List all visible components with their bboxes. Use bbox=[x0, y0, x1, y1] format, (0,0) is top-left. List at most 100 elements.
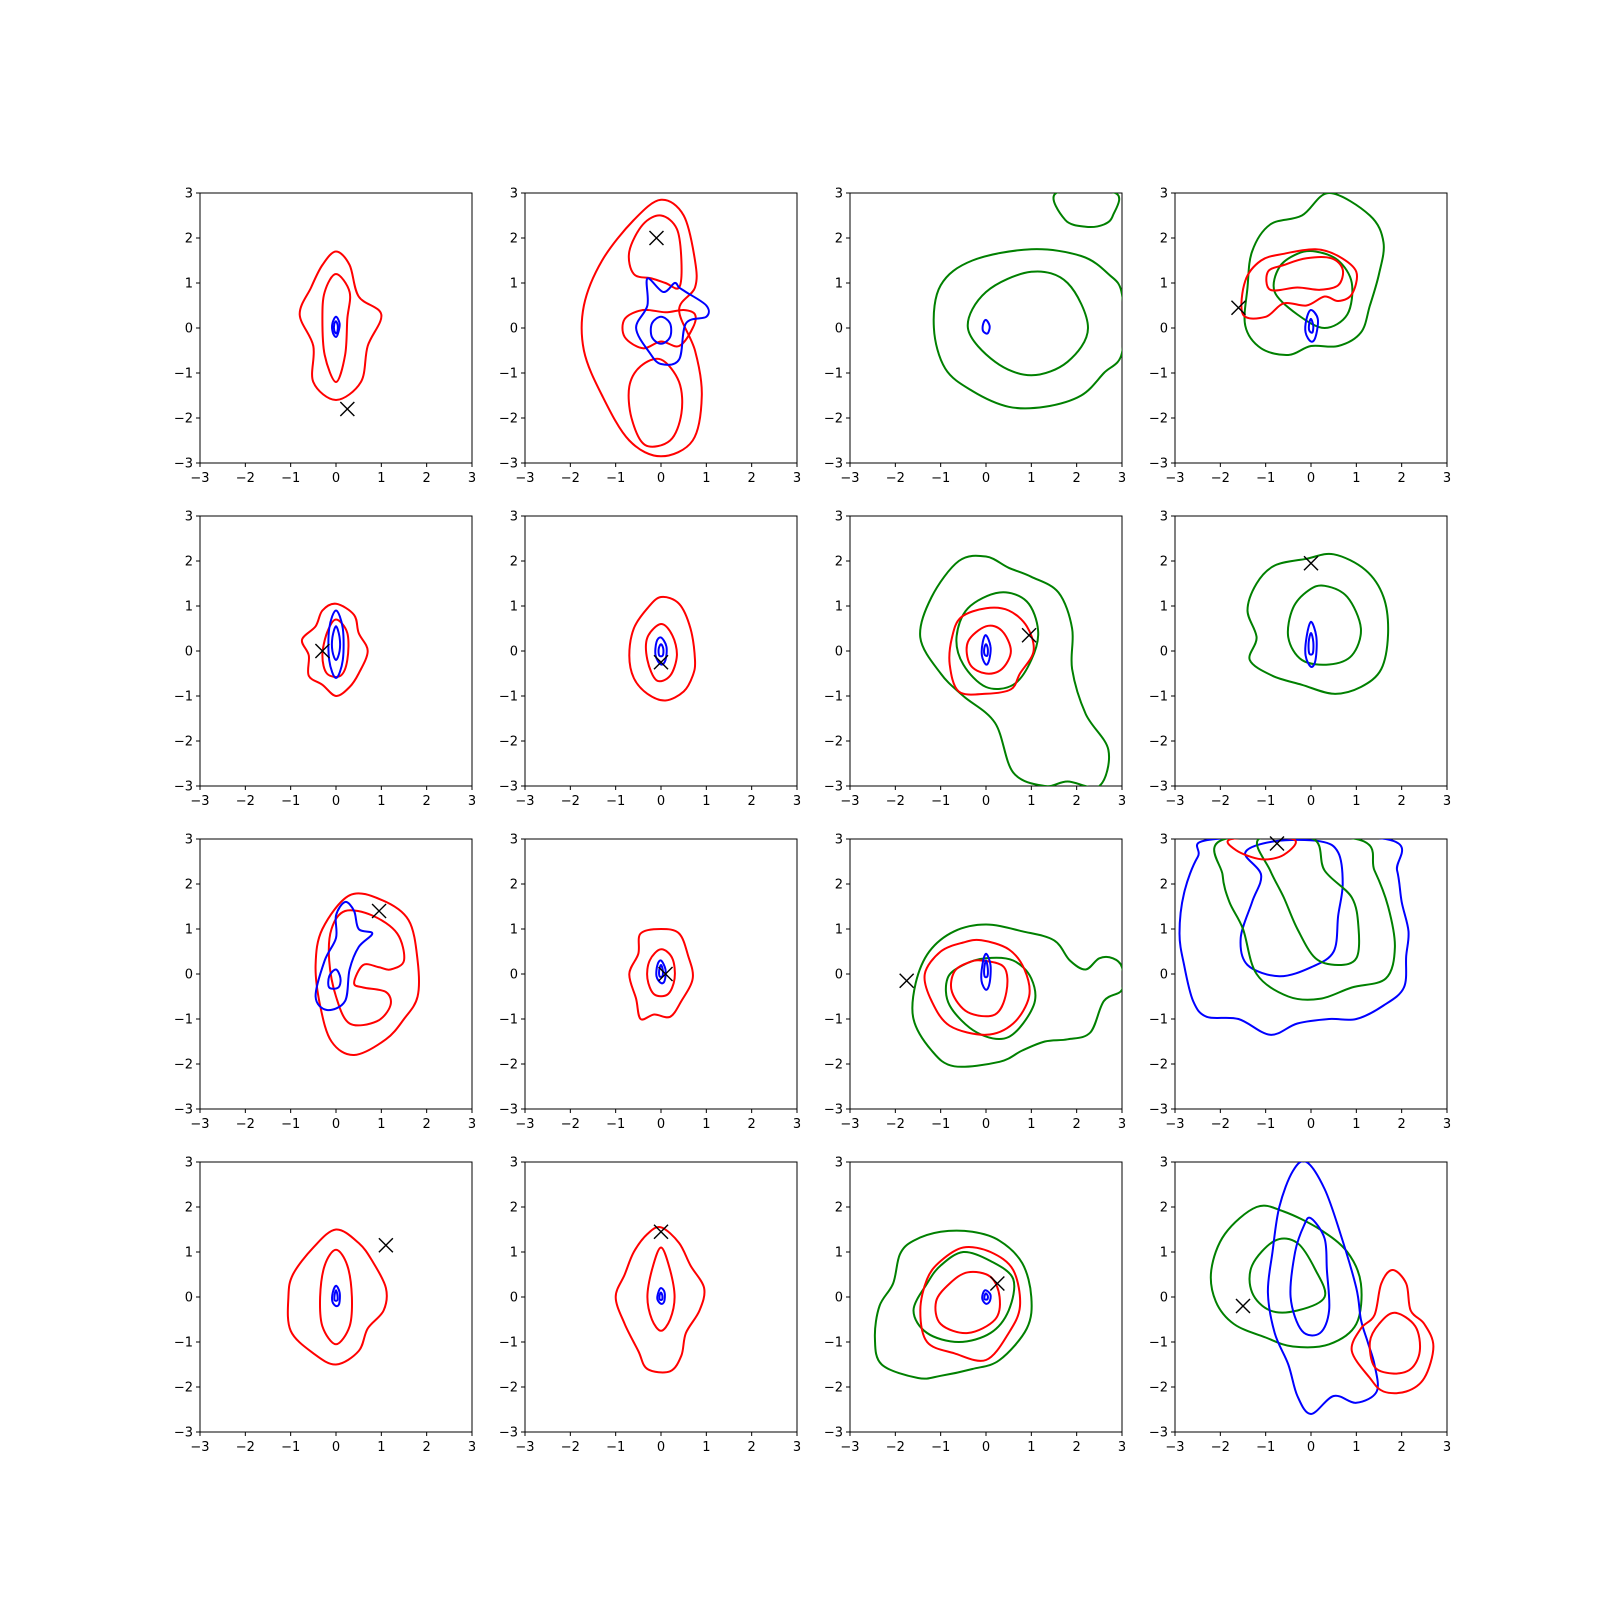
plot-frame bbox=[199, 1161, 473, 1433]
subplot-10: −3−3 −2 −2 −1 −1 0 0 1 1 2 2 3 3 bbox=[499, 833, 801, 1133]
x-tick-label: −1 bbox=[606, 471, 625, 486]
plot-frame bbox=[849, 838, 1123, 1110]
red-contour-line bbox=[621, 308, 697, 350]
blue-contour-line bbox=[1239, 839, 1344, 978]
x-tick-label: −3 bbox=[1165, 1440, 1184, 1455]
x-tick-label: 2 bbox=[423, 471, 431, 486]
blue-contour-line bbox=[635, 277, 710, 366]
x-tick-label: 1 bbox=[377, 1440, 385, 1455]
x-tick-label: −2 bbox=[561, 794, 580, 809]
green-contour-line bbox=[1246, 552, 1390, 695]
red-contour-line bbox=[286, 1228, 388, 1366]
blue-contour-line bbox=[1289, 1216, 1331, 1337]
x-tick-label: −3 bbox=[515, 1117, 534, 1132]
y-tick-label: 0 bbox=[1160, 968, 1168, 983]
y-tick-label: −2 bbox=[174, 735, 193, 750]
blue-contour-line bbox=[1307, 317, 1315, 334]
red-contour-line bbox=[1240, 248, 1358, 320]
contour-group bbox=[1178, 839, 1410, 1036]
plot-frame bbox=[524, 515, 798, 787]
y-tick-label: 2 bbox=[185, 1201, 193, 1216]
y-tick-label: −3 bbox=[824, 457, 843, 472]
x-tick-label: 1 bbox=[702, 1440, 710, 1455]
y-tick-label: −1 bbox=[824, 367, 843, 382]
blue-contour-line bbox=[980, 952, 992, 991]
y-tick-label: −1 bbox=[824, 1013, 843, 1028]
y-tick-label: −2 bbox=[174, 1381, 193, 1396]
x-marker bbox=[989, 1276, 1005, 1291]
x-tick-label: 1 bbox=[1352, 1440, 1360, 1455]
red-contour-line bbox=[919, 1246, 1022, 1362]
y-tick-label: −1 bbox=[174, 690, 193, 705]
x-tick-label: 2 bbox=[1398, 1440, 1406, 1455]
x-tick-label: 3 bbox=[793, 1117, 801, 1132]
x-tick-label: −1 bbox=[606, 1117, 625, 1132]
red-contour-line bbox=[646, 948, 676, 998]
contour-group bbox=[286, 1228, 388, 1366]
y-tick-label: −3 bbox=[824, 1426, 843, 1441]
y-tick-label: −1 bbox=[499, 1013, 518, 1028]
red-contour-line bbox=[628, 595, 697, 702]
contour-group bbox=[628, 928, 694, 1021]
y-tick-label: 0 bbox=[510, 645, 518, 660]
x-tick-label: 0 bbox=[982, 1117, 990, 1132]
x-tick-label: 3 bbox=[1443, 1440, 1451, 1455]
x-tick-label: −3 bbox=[840, 1440, 859, 1455]
y-tick-label: −3 bbox=[1149, 780, 1168, 795]
subplot-6: −3−3 −2 −2 −1 −1 0 0 1 1 2 2 3 3 bbox=[499, 510, 801, 810]
x-marker bbox=[1303, 555, 1319, 571]
blue-contour-line bbox=[983, 959, 989, 979]
y-tick-label: −3 bbox=[824, 780, 843, 795]
y-tick-label: −2 bbox=[174, 412, 193, 427]
y-tick-label: 3 bbox=[185, 510, 193, 525]
x-tick-label: −3 bbox=[840, 1117, 859, 1132]
x-marker bbox=[378, 1237, 394, 1253]
x-tick-label: 1 bbox=[1027, 1117, 1035, 1132]
contour-group bbox=[1246, 552, 1390, 695]
y-tick-label: 1 bbox=[1160, 277, 1168, 292]
y-tick-label: 0 bbox=[185, 645, 193, 660]
subplot-15: −3−3 −2 −2 −1 −1 0 0 1 1 2 2 3 3 bbox=[824, 1156, 1126, 1456]
y-tick-label: 0 bbox=[510, 968, 518, 983]
y-tick-label: 0 bbox=[510, 322, 518, 337]
y-tick-label: −3 bbox=[174, 1103, 193, 1118]
red-contour-line bbox=[298, 250, 383, 401]
x-tick-label: 2 bbox=[1073, 1440, 1081, 1455]
y-tick-label: −2 bbox=[499, 412, 518, 427]
x-marker bbox=[1230, 300, 1246, 316]
y-tick-label: 0 bbox=[835, 1291, 843, 1306]
y-tick-label: 1 bbox=[510, 923, 518, 938]
x-tick-label: 0 bbox=[332, 1440, 340, 1455]
red-contour-line bbox=[644, 623, 678, 683]
red-contour-line bbox=[628, 928, 694, 1021]
red-contour-line bbox=[1226, 839, 1297, 861]
y-tick-label: 2 bbox=[185, 878, 193, 893]
x-tick-label: 2 bbox=[748, 794, 756, 809]
y-tick-label: 3 bbox=[835, 833, 843, 848]
y-tick-label: 0 bbox=[1160, 645, 1168, 660]
plot-frame bbox=[199, 515, 473, 787]
x-tick-label: −1 bbox=[281, 1440, 300, 1455]
red-contour-line bbox=[300, 602, 369, 697]
red-contour-line bbox=[627, 357, 684, 448]
y-tick-label: −3 bbox=[499, 780, 518, 795]
y-tick-label: 0 bbox=[1160, 1291, 1168, 1306]
x-tick-label: 2 bbox=[1398, 794, 1406, 809]
x-tick-label: 0 bbox=[982, 471, 990, 486]
y-tick-label: −1 bbox=[1149, 367, 1168, 382]
y-tick-label: 2 bbox=[835, 878, 843, 893]
y-tick-label: −1 bbox=[499, 367, 518, 382]
x-tick-label: 0 bbox=[982, 1440, 990, 1455]
contour-group bbox=[314, 892, 421, 1057]
y-tick-label: −2 bbox=[499, 1381, 518, 1396]
x-tick-label: 2 bbox=[1073, 471, 1081, 486]
y-tick-label: 3 bbox=[835, 510, 843, 525]
subplot-11: −3−3 −2 −2 −1 −1 0 0 1 1 2 2 3 3 bbox=[824, 833, 1126, 1133]
y-tick-label: 0 bbox=[185, 322, 193, 337]
x-tick-label: −3 bbox=[190, 1440, 209, 1455]
red-contour-line bbox=[627, 214, 683, 290]
x-tick-label: 1 bbox=[1352, 1117, 1360, 1132]
x-tick-label: 2 bbox=[1073, 1117, 1081, 1132]
x-tick-label: −2 bbox=[1211, 1117, 1230, 1132]
y-tick-label: −2 bbox=[824, 412, 843, 427]
